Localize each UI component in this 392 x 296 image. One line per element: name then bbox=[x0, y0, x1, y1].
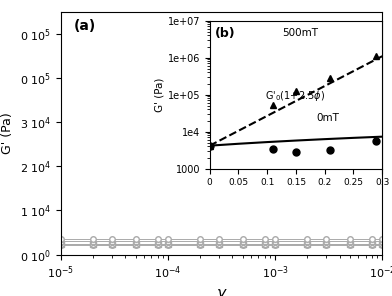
Y-axis label: G' (Pa): G' (Pa) bbox=[155, 78, 165, 112]
Text: (a): (a) bbox=[74, 19, 96, 33]
Text: G'$_0$(1+2.5$\phi$): G'$_0$(1+2.5$\phi$) bbox=[265, 89, 325, 103]
Text: 0mT: 0mT bbox=[317, 113, 339, 123]
Legend: 0, 0.11, 0.15, 0.21, 0.29: 0, 0.11, 0.15, 0.21, 0.29 bbox=[225, 55, 286, 116]
Text: 500mT: 500mT bbox=[282, 28, 318, 38]
Y-axis label: G' (Pa): G' (Pa) bbox=[1, 112, 14, 154]
Text: $\phi$: $\phi$ bbox=[226, 38, 238, 57]
Text: (b): (b) bbox=[215, 27, 236, 40]
X-axis label: γ: γ bbox=[217, 287, 226, 296]
